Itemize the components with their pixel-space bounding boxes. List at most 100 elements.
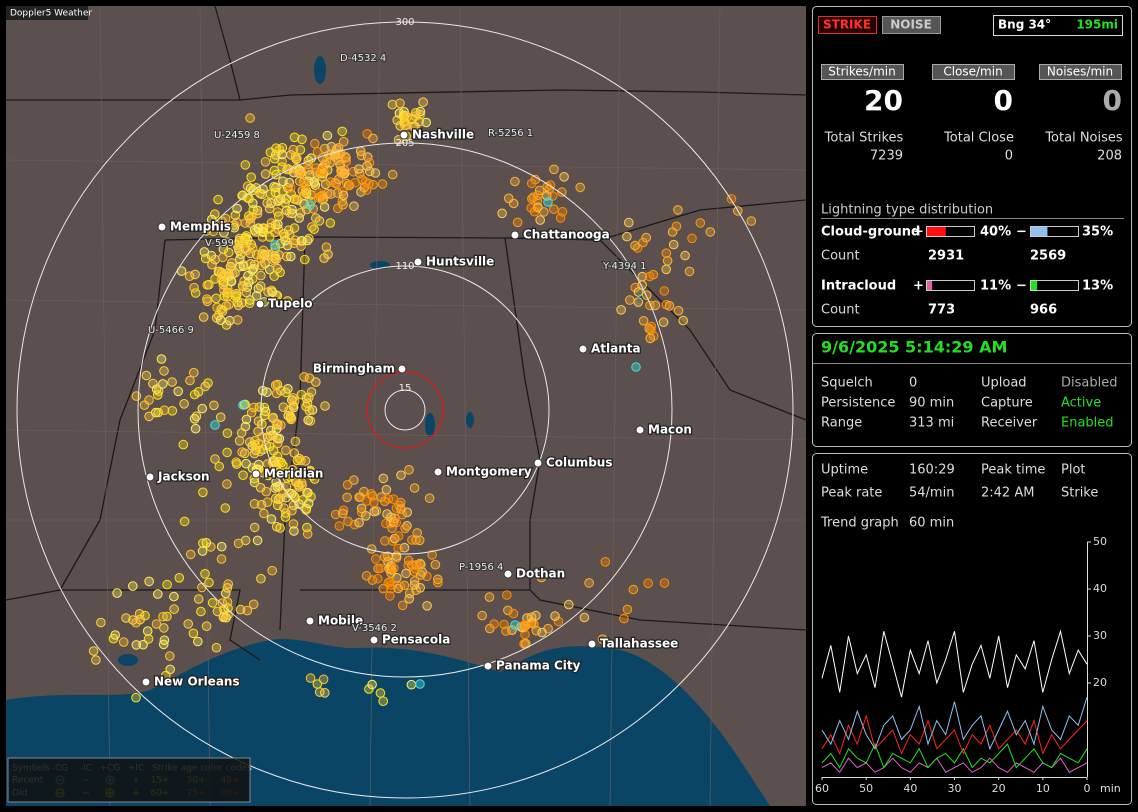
strike-symbol xyxy=(430,559,441,570)
strike-symbol xyxy=(575,182,586,193)
noise-button[interactable] xyxy=(882,16,941,34)
trend-line xyxy=(821,696,1088,751)
strike-symbol xyxy=(201,538,212,548)
strike-symbol xyxy=(189,414,200,424)
strike-symbol xyxy=(153,589,163,599)
strike-symbol xyxy=(131,391,142,401)
strike-symbol xyxy=(330,509,341,520)
strike-symbol xyxy=(684,266,695,277)
strike-symbol xyxy=(409,576,420,586)
strike-symbol xyxy=(319,253,329,264)
strike-symbol xyxy=(630,240,640,251)
strike-symbol xyxy=(310,138,320,149)
station-label: U-5466 9 xyxy=(148,325,194,336)
city-marker xyxy=(533,458,543,468)
strike-symbol xyxy=(260,157,271,167)
strike-symbol xyxy=(404,465,414,475)
strike-symbol xyxy=(218,252,228,263)
strike-symbol xyxy=(179,399,189,409)
strike-symbol xyxy=(144,576,154,587)
strike-symbol xyxy=(359,486,369,497)
range-label: 205 xyxy=(395,138,414,149)
strike-symbol xyxy=(381,484,392,495)
strike-symbol xyxy=(406,679,417,690)
strike-symbol xyxy=(497,208,507,219)
strike-symbol xyxy=(128,581,138,591)
strike-button[interactable] xyxy=(818,16,877,34)
pct-bar xyxy=(1031,281,1038,290)
strike-symbol xyxy=(534,185,545,196)
datetime: 9/6/2025 5:14:29 AM xyxy=(821,338,1007,357)
strike-symbol xyxy=(334,521,345,531)
strike-symbol xyxy=(297,236,307,246)
status-field: Range xyxy=(821,416,862,431)
city-label: Dothan xyxy=(516,567,565,581)
strike-symbol xyxy=(272,196,283,207)
strike-symbol xyxy=(354,517,364,528)
strike-symbol xyxy=(671,221,682,232)
strike-symbol xyxy=(433,574,443,585)
pct-label: 35% xyxy=(1082,225,1113,240)
strike-symbol xyxy=(200,253,211,264)
rate-label: Close/min xyxy=(943,65,1002,79)
strike-symbol xyxy=(409,483,420,493)
strike-symbol xyxy=(624,217,634,228)
trend-label: Trend graph xyxy=(820,516,899,531)
strike-symbol xyxy=(532,202,543,213)
city-marker xyxy=(578,344,588,354)
strike-symbol xyxy=(338,508,348,519)
strike-symbol xyxy=(190,288,201,298)
strike-symbol xyxy=(299,372,309,382)
strike-symbol xyxy=(286,251,296,262)
strike-symbol xyxy=(402,111,413,122)
strike-symbol xyxy=(338,136,349,147)
strike-symbol xyxy=(110,630,120,640)
strike-symbol xyxy=(397,600,408,611)
strike-symbol xyxy=(332,153,343,164)
strike-symbol xyxy=(301,187,311,198)
strike-symbol xyxy=(309,224,319,234)
strike-symbol xyxy=(233,300,244,311)
strike-symbol xyxy=(557,207,568,217)
strike-symbol xyxy=(207,259,217,270)
city-label: Huntsville xyxy=(426,255,494,269)
strike-symbol xyxy=(249,499,260,509)
strike-symbol xyxy=(235,604,246,615)
status-field: Upload xyxy=(981,376,1027,391)
strike-symbol xyxy=(333,174,344,185)
count-value: 2569 xyxy=(1030,249,1066,264)
strike-symbol xyxy=(269,255,280,266)
city-label: Nashville xyxy=(412,128,474,142)
strike-symbol xyxy=(91,655,101,665)
strike-symbol xyxy=(289,396,300,407)
stats-field: Peak time xyxy=(981,463,1045,478)
station-label: P-1956 4 xyxy=(459,562,503,573)
strike-symbol xyxy=(88,646,99,656)
strike-symbol xyxy=(393,543,403,554)
strike-symbol xyxy=(383,557,393,567)
strike-symbol xyxy=(288,144,299,155)
strike-symbol xyxy=(200,569,210,579)
strike-symbol xyxy=(304,233,314,244)
strike-symbol xyxy=(303,498,314,509)
trend-window: 60 min xyxy=(909,516,954,531)
pct-bar-track xyxy=(926,226,975,237)
rate-value: 0 xyxy=(994,84,1013,117)
strike-symbol xyxy=(622,604,633,615)
strike-symbol xyxy=(673,305,684,316)
strike-symbol xyxy=(144,395,154,405)
city-marker xyxy=(483,661,493,671)
strike-symbol xyxy=(332,188,343,198)
strike-symbol xyxy=(302,529,313,539)
strike-symbol xyxy=(584,578,594,588)
strike-symbol xyxy=(319,202,330,212)
strike-symbol xyxy=(338,199,348,210)
strike-symbol xyxy=(619,613,629,624)
strike-symbol xyxy=(705,227,716,237)
strike-symbol xyxy=(311,213,321,223)
strike-symbol xyxy=(305,465,315,476)
strike-symbol xyxy=(158,379,168,389)
strike-symbol xyxy=(314,687,325,697)
city-marker xyxy=(399,130,409,140)
strike-symbol xyxy=(197,546,208,556)
